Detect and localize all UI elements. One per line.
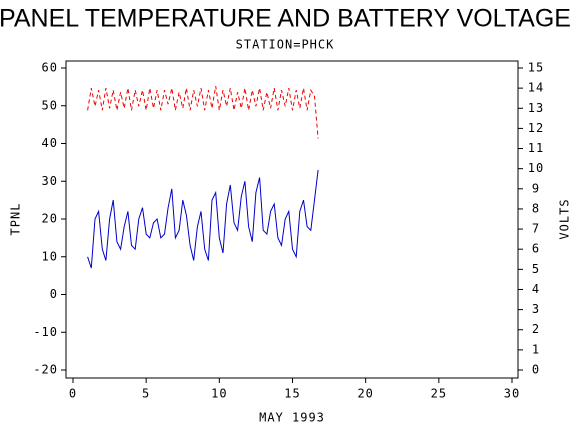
chart-title: PANEL TEMPERATURE AND BATTERY VOLTAGE <box>0 5 570 33</box>
y2-tick-label: 6 <box>532 242 540 256</box>
y2-tick-label: 5 <box>532 262 540 276</box>
y-tick-label: 0 <box>50 287 58 301</box>
y-tick-label: 10 <box>42 249 58 263</box>
chart-subtitle: STATION=PHCK <box>236 38 335 52</box>
y2-tick-label: 10 <box>528 161 544 175</box>
y2-tick-label: 14 <box>528 81 544 95</box>
y2-axis-label: VOLTS <box>558 198 570 239</box>
x-tick-label: 25 <box>431 387 447 401</box>
y2-tick-label: 11 <box>528 141 544 155</box>
y-tick-label: 40 <box>42 136 58 150</box>
x-axis-label: MAY 1993 <box>259 411 325 425</box>
x-tick-label: 30 <box>504 387 520 401</box>
y2-tick-label: 0 <box>532 363 540 377</box>
y2-tick-label: 8 <box>532 201 540 215</box>
y-tick-label: 20 <box>42 212 58 226</box>
y-tick-label: 30 <box>42 174 58 188</box>
y2-tick-label: 12 <box>528 121 544 135</box>
y2-tick-label: 13 <box>528 101 544 115</box>
y2-tick-label: 3 <box>532 302 540 316</box>
x-tick-label: 15 <box>284 387 300 401</box>
y2-tick-label: 1 <box>532 342 540 356</box>
y2-tick-label: 7 <box>532 222 540 236</box>
y2-tick-label: 9 <box>532 181 540 195</box>
x-tick-label: 5 <box>142 387 150 401</box>
y2-tick-label: 15 <box>528 61 544 75</box>
x-tick-label: 10 <box>211 387 227 401</box>
series-line <box>87 86 319 139</box>
y2-tick-label: 4 <box>532 282 540 296</box>
series-line <box>87 169 319 269</box>
x-tick-label: 20 <box>357 387 373 401</box>
y-tick-label: 50 <box>42 98 58 112</box>
y2-tick-label: 2 <box>532 322 540 336</box>
y-tick-label: -10 <box>33 325 58 339</box>
y-tick-label: -20 <box>33 363 58 377</box>
y-tick-label: 60 <box>42 61 58 75</box>
x-tick-label: 0 <box>69 387 77 401</box>
y-axis-label: TPNL <box>9 203 23 236</box>
